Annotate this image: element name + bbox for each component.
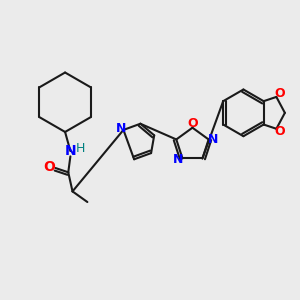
Text: O: O: [274, 125, 285, 139]
Text: H: H: [75, 142, 85, 155]
Text: N: N: [208, 133, 218, 146]
Text: O: O: [43, 160, 55, 174]
Text: O: O: [274, 87, 285, 100]
Text: O: O: [187, 117, 198, 130]
Text: N: N: [116, 122, 127, 135]
Text: N: N: [173, 153, 183, 166]
Text: N: N: [64, 144, 76, 158]
